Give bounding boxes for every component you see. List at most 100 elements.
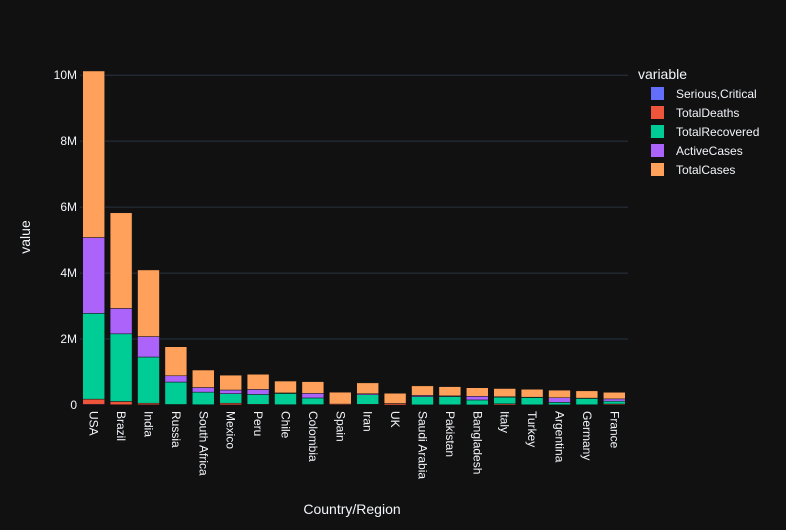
x-tick-label: Chile (279, 411, 293, 439)
x-tick-label: Italy (498, 411, 512, 433)
legend-label: TotalCases (676, 163, 735, 177)
bar-segment[interactable] (192, 370, 214, 387)
bar-segment[interactable] (302, 382, 324, 394)
gridlines (80, 75, 628, 339)
bar-segment[interactable] (302, 393, 324, 398)
bar-segment[interactable] (439, 397, 461, 405)
bar-segment[interactable] (275, 381, 297, 393)
legend-label: Serious,Critical (676, 87, 757, 101)
bar-segment[interactable] (357, 395, 379, 405)
x-tick-label: South Africa (196, 411, 210, 476)
bar-segment[interactable] (220, 390, 242, 394)
legend-label: ActiveCases (676, 144, 743, 158)
bar-segment[interactable] (83, 238, 105, 314)
legend-label: TotalRecovered (676, 125, 759, 139)
legend-swatch (651, 163, 664, 176)
legend-item[interactable]: Serious,Critical (651, 87, 757, 101)
legend-item[interactable]: TotalCases (651, 163, 735, 177)
bar-segment[interactable] (357, 383, 379, 394)
x-tick-label: Bangladesh (470, 411, 484, 474)
bar-segment[interactable] (110, 401, 132, 404)
bar-segment[interactable] (466, 388, 488, 397)
y-tick-label: 4M (60, 266, 77, 280)
bar-segment[interactable] (466, 396, 488, 400)
bar-segment[interactable] (192, 388, 214, 393)
bar-segment[interactable] (83, 399, 105, 404)
x-tick-label: Pakistan (443, 411, 457, 457)
x-axis-title: Country/Region (303, 501, 400, 517)
y-tick-label: 10M (54, 68, 77, 82)
bar-segment[interactable] (576, 398, 598, 404)
y-axis-title: value (17, 220, 33, 254)
legend-item[interactable]: TotalRecovered (651, 125, 759, 139)
bar-segment[interactable] (165, 347, 187, 376)
legend-label: TotalDeaths (676, 106, 739, 120)
bar-segment[interactable] (549, 390, 571, 398)
bar-segment[interactable] (549, 398, 571, 403)
bar-segment[interactable] (494, 397, 516, 404)
bar-segment[interactable] (220, 403, 242, 405)
bar-segment[interactable] (494, 389, 516, 397)
bar-segment[interactable] (603, 392, 625, 399)
bar-segment[interactable] (138, 357, 160, 403)
x-tick-label: Spain (333, 411, 347, 442)
bar-segment[interactable] (384, 393, 406, 403)
legend-item[interactable]: ActiveCases (651, 144, 743, 158)
bar-segment[interactable] (138, 337, 160, 357)
bar-segment[interactable] (603, 399, 625, 401)
bar-segment[interactable] (521, 398, 543, 405)
x-tick-label: France (607, 411, 621, 449)
legend-swatch (651, 87, 664, 100)
y-tick-label: 0 (70, 398, 77, 412)
bar-segment[interactable] (275, 393, 297, 404)
x-tick-label: India (142, 411, 156, 437)
bar-segment[interactable] (247, 394, 269, 404)
bar-segment[interactable] (138, 270, 160, 337)
bar-segment[interactable] (83, 71, 105, 238)
x-tick-label: Germany (580, 411, 594, 460)
y-tick-label: 8M (60, 134, 77, 148)
x-tick-label: USA (87, 411, 101, 436)
x-tick-label: Colombia (306, 411, 320, 462)
x-tick-label: Russia (169, 411, 183, 448)
x-tick-label: Saudi Arabia (416, 411, 430, 479)
legend-swatch (651, 144, 664, 157)
bar-segment[interactable] (412, 386, 434, 396)
bar-segment[interactable] (110, 308, 132, 333)
bar-segment[interactable] (521, 389, 543, 397)
legend-items[interactable]: Serious,Critical TotalDeaths TotalRecovere… (651, 87, 759, 177)
legend[interactable]: variable Serious,Critical TotalDeaths Tota… (638, 66, 759, 177)
bar-segment[interactable] (247, 389, 269, 394)
x-tick-label: Turkey (525, 411, 539, 447)
bar-segment[interactable] (83, 313, 105, 399)
bar-segment[interactable] (603, 401, 625, 404)
bar-segment[interactable] (110, 334, 132, 402)
bar-segment[interactable] (110, 213, 132, 309)
legend-swatch (651, 106, 664, 119)
x-tick-label: Iran (361, 411, 375, 432)
bar-segment[interactable] (439, 387, 461, 396)
bar-segment[interactable] (220, 394, 242, 404)
y-tick-label: 6M (60, 200, 77, 214)
legend-item[interactable]: TotalDeaths (651, 106, 739, 120)
bar-segment[interactable] (302, 398, 324, 405)
legend-title: variable (638, 66, 687, 82)
bar-segment[interactable] (329, 392, 351, 404)
bar-segment[interactable] (220, 375, 242, 390)
bars[interactable] (83, 71, 626, 405)
bar-segment[interactable] (165, 382, 187, 404)
bar-segment[interactable] (549, 402, 571, 404)
bar-segment[interactable] (165, 376, 187, 382)
legend-swatch (651, 125, 664, 138)
bar-segment[interactable] (192, 392, 214, 405)
bar-segment[interactable] (576, 391, 598, 398)
bar-segment[interactable] (466, 400, 488, 405)
x-tick-label: Brazil (114, 411, 128, 441)
x-tick-label: Argentina (553, 411, 567, 463)
bar-segment[interactable] (412, 397, 434, 405)
bar-segment[interactable] (247, 374, 269, 389)
